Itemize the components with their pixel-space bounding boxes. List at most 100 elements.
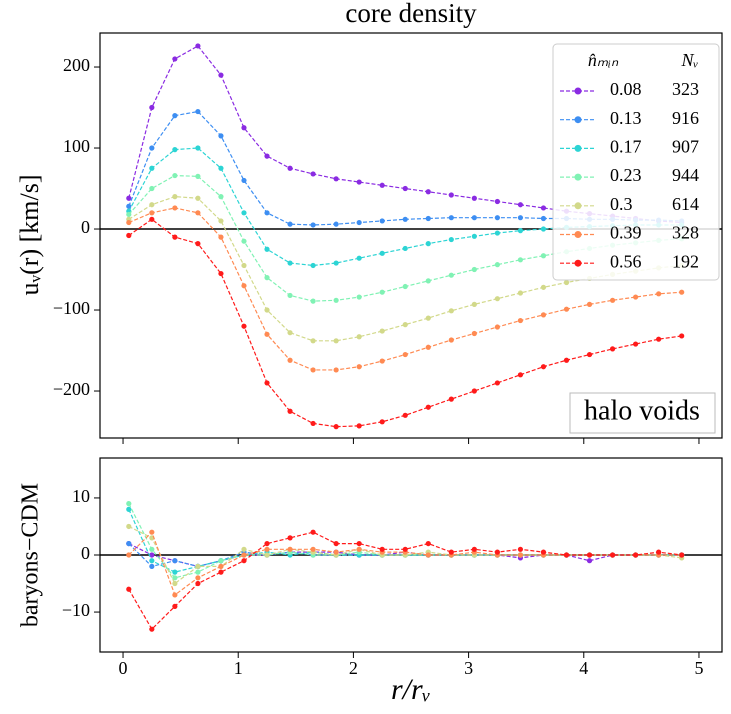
x-tick-label: 2 (349, 658, 358, 678)
data-point (609, 346, 616, 352)
data-point (448, 272, 454, 278)
data-point (333, 549, 339, 555)
data-point (195, 575, 201, 581)
data-point (333, 540, 339, 547)
data-point (356, 179, 362, 185)
legend-marker (574, 259, 582, 267)
y-tick-label: −200 (53, 379, 90, 399)
data-point (264, 307, 270, 313)
data-point (540, 364, 547, 370)
data-point (149, 626, 155, 632)
data-point (287, 408, 293, 414)
legend-marker (574, 231, 582, 238)
data-point (195, 195, 201, 201)
data-point (264, 546, 270, 552)
data-point (149, 165, 155, 171)
legend-label: 0.23 (610, 165, 642, 185)
data-point (310, 298, 316, 304)
legend-label: 0.39 (610, 223, 642, 243)
data-point (218, 133, 224, 139)
annotation-box (569, 392, 716, 434)
data-point (241, 283, 247, 289)
data-point (126, 195, 132, 201)
data-point (149, 185, 155, 192)
plot-frame (99, 32, 723, 439)
data-point (425, 404, 431, 410)
data-point (379, 250, 385, 256)
data-point (149, 202, 155, 208)
data-point (356, 219, 362, 226)
data-point (149, 529, 155, 535)
data-point (149, 216, 155, 222)
data-point (425, 215, 431, 222)
data-point (172, 194, 178, 200)
data-point (195, 241, 201, 247)
data-point (402, 245, 408, 252)
data-point (402, 546, 408, 552)
data-point (540, 205, 547, 211)
legend-box (552, 43, 720, 281)
data-point (356, 423, 362, 429)
data-point (494, 262, 500, 268)
data-point (379, 419, 385, 425)
data-point (218, 72, 224, 78)
data-point (540, 215, 547, 222)
data-point (448, 192, 454, 198)
data-point (126, 506, 132, 512)
data-point (241, 210, 247, 216)
data-point (195, 145, 201, 151)
data-point (264, 210, 270, 216)
data-point (149, 104, 155, 111)
data-point (356, 364, 362, 370)
data-point (471, 233, 477, 239)
data-point (149, 558, 155, 564)
data-point (494, 198, 500, 205)
data-point (172, 205, 178, 211)
data-point (218, 234, 224, 240)
data-point (609, 552, 616, 558)
data-point (517, 228, 524, 234)
data-point (172, 56, 178, 62)
data-point (195, 43, 201, 49)
data-point (310, 171, 316, 177)
data-point (563, 357, 570, 363)
data-point (425, 540, 431, 547)
data-point (356, 540, 362, 547)
data-point (172, 592, 178, 598)
data-point (586, 301, 593, 307)
data-point (149, 552, 155, 558)
data-point (402, 185, 408, 192)
data-point (264, 380, 270, 386)
legend-label: 0.08 (610, 79, 642, 99)
data-point (425, 552, 431, 558)
data-point (471, 215, 477, 221)
data-point (517, 546, 524, 552)
data-point (356, 255, 362, 261)
data-point (310, 420, 316, 427)
legend-header: Nᵥ (680, 50, 698, 70)
data-point (195, 563, 201, 570)
data-point (517, 372, 524, 378)
data-point (679, 289, 685, 295)
data-point (241, 125, 247, 131)
data-point (287, 535, 293, 541)
data-point (471, 546, 477, 552)
x-tick-label: 3 (464, 658, 473, 678)
data-point (656, 549, 662, 555)
data-point (517, 215, 524, 221)
data-point (333, 297, 339, 303)
data-point (333, 367, 339, 373)
data-point (287, 357, 293, 363)
legend-count: 916 (672, 108, 699, 128)
data-point (563, 279, 570, 286)
data-point (540, 549, 547, 555)
data-point (218, 563, 224, 570)
data-point (241, 558, 247, 564)
data-point (586, 351, 593, 358)
legend-count: 614 (672, 194, 699, 214)
data-point (402, 351, 408, 358)
data-point (218, 165, 224, 171)
data-point (126, 523, 132, 530)
data-point (356, 334, 362, 340)
data-point (195, 569, 201, 575)
